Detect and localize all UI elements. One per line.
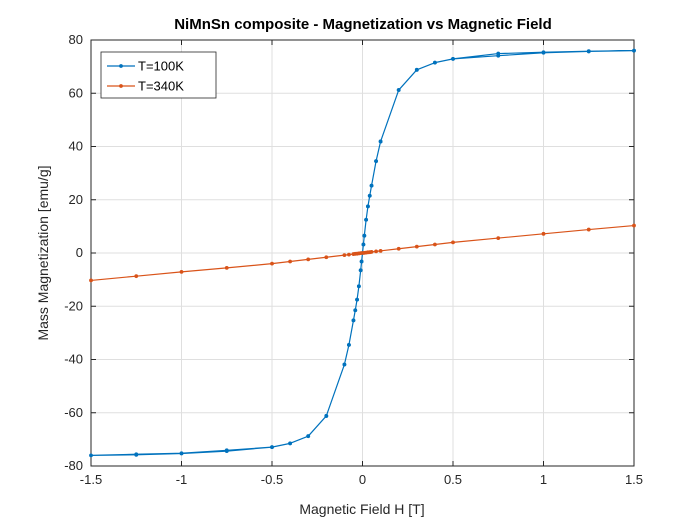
data-point: [270, 261, 274, 266]
data-point: [378, 248, 383, 253]
data-point: [367, 193, 372, 198]
y-tick-label: 0: [76, 245, 83, 260]
data-point: [414, 67, 419, 72]
data-point: [324, 414, 329, 418]
data-point: [355, 297, 359, 302]
data-point: [288, 259, 292, 264]
data-point: [378, 139, 383, 144]
series-layer: [89, 48, 636, 458]
legend-label: T=340K: [138, 79, 184, 94]
data-point: [374, 249, 378, 254]
data-point: [358, 268, 363, 273]
data-point: [541, 231, 546, 236]
data-point: [306, 257, 311, 262]
data-point: [342, 362, 347, 367]
x-tick-label: 0.5: [444, 472, 462, 487]
data-point: [134, 452, 139, 457]
data-point: [496, 236, 501, 240]
y-axis-label: Mass Magnetization [emu/g]: [35, 165, 51, 340]
data-point: [433, 60, 437, 65]
y-tick-label: -80: [64, 458, 83, 473]
data-point: [89, 278, 93, 283]
data-point: [347, 342, 351, 347]
x-tick-label: 1.5: [625, 472, 643, 487]
y-tick-label: 20: [69, 192, 83, 207]
x-axis-label: Magnetic Field H [T]: [299, 501, 424, 517]
data-point: [224, 448, 229, 453]
grid: [90, 39, 635, 467]
data-point: [541, 50, 546, 55]
data-point: [496, 51, 501, 56]
data-point: [366, 204, 370, 209]
data-point: [179, 270, 184, 274]
x-tick-label: -0.5: [261, 472, 283, 487]
data-point: [414, 244, 419, 249]
legend-marker: [119, 64, 123, 68]
x-tick-label: 0: [359, 472, 366, 487]
data-point: [353, 308, 358, 313]
data-point: [270, 445, 274, 449]
data-point: [433, 242, 437, 247]
data-point: [632, 48, 636, 53]
data-point: [342, 253, 347, 258]
y-tick-label: -40: [64, 352, 83, 367]
axis-ticks: -1.5 -1 -0.5 0 0.5 1 1.5 -80 -60 -40 -20 0 20 40 60 80: [64, 32, 643, 487]
data-point: [586, 49, 591, 54]
data-point: [364, 217, 369, 222]
x-tick-label: 1: [540, 472, 547, 487]
chart-title: NiMnSn composite - Magnetization vs Magn…: [174, 16, 552, 33]
legend-marker: [119, 84, 123, 88]
legend-label: T=100K: [138, 59, 184, 74]
x-tick-label: -1.5: [80, 472, 102, 487]
y-tick-label: 60: [69, 85, 83, 100]
data-point: [361, 242, 366, 247]
data-point: [396, 88, 401, 92]
data-point: [347, 252, 351, 257]
data-point: [359, 259, 364, 264]
data-point: [324, 255, 329, 260]
data-point: [369, 183, 374, 188]
data-point: [374, 159, 378, 164]
data-point: [396, 246, 401, 251]
data-point: [351, 318, 356, 323]
data-point: [288, 441, 292, 446]
data-point: [179, 451, 184, 456]
data-point: [356, 284, 361, 289]
y-tick-label: 80: [69, 32, 83, 47]
data-point: [224, 266, 229, 270]
data-point: [369, 250, 374, 254]
series-2: [89, 223, 636, 283]
data-point: [89, 453, 93, 458]
legend: T=100K T=340K: [100, 51, 217, 99]
data-point: [134, 274, 139, 279]
data-point: [451, 240, 455, 245]
data-point: [632, 223, 636, 228]
data-point: [586, 227, 591, 232]
data-point: [362, 233, 367, 238]
y-tick-label: 40: [69, 139, 83, 154]
series-1: [89, 48, 636, 458]
x-tick-label: -1: [176, 472, 188, 487]
data-point: [451, 57, 455, 61]
y-tick-label: -60: [64, 405, 83, 420]
data-point: [306, 434, 311, 439]
legend-box: [100, 51, 217, 99]
y-tick-label: -20: [64, 298, 83, 313]
